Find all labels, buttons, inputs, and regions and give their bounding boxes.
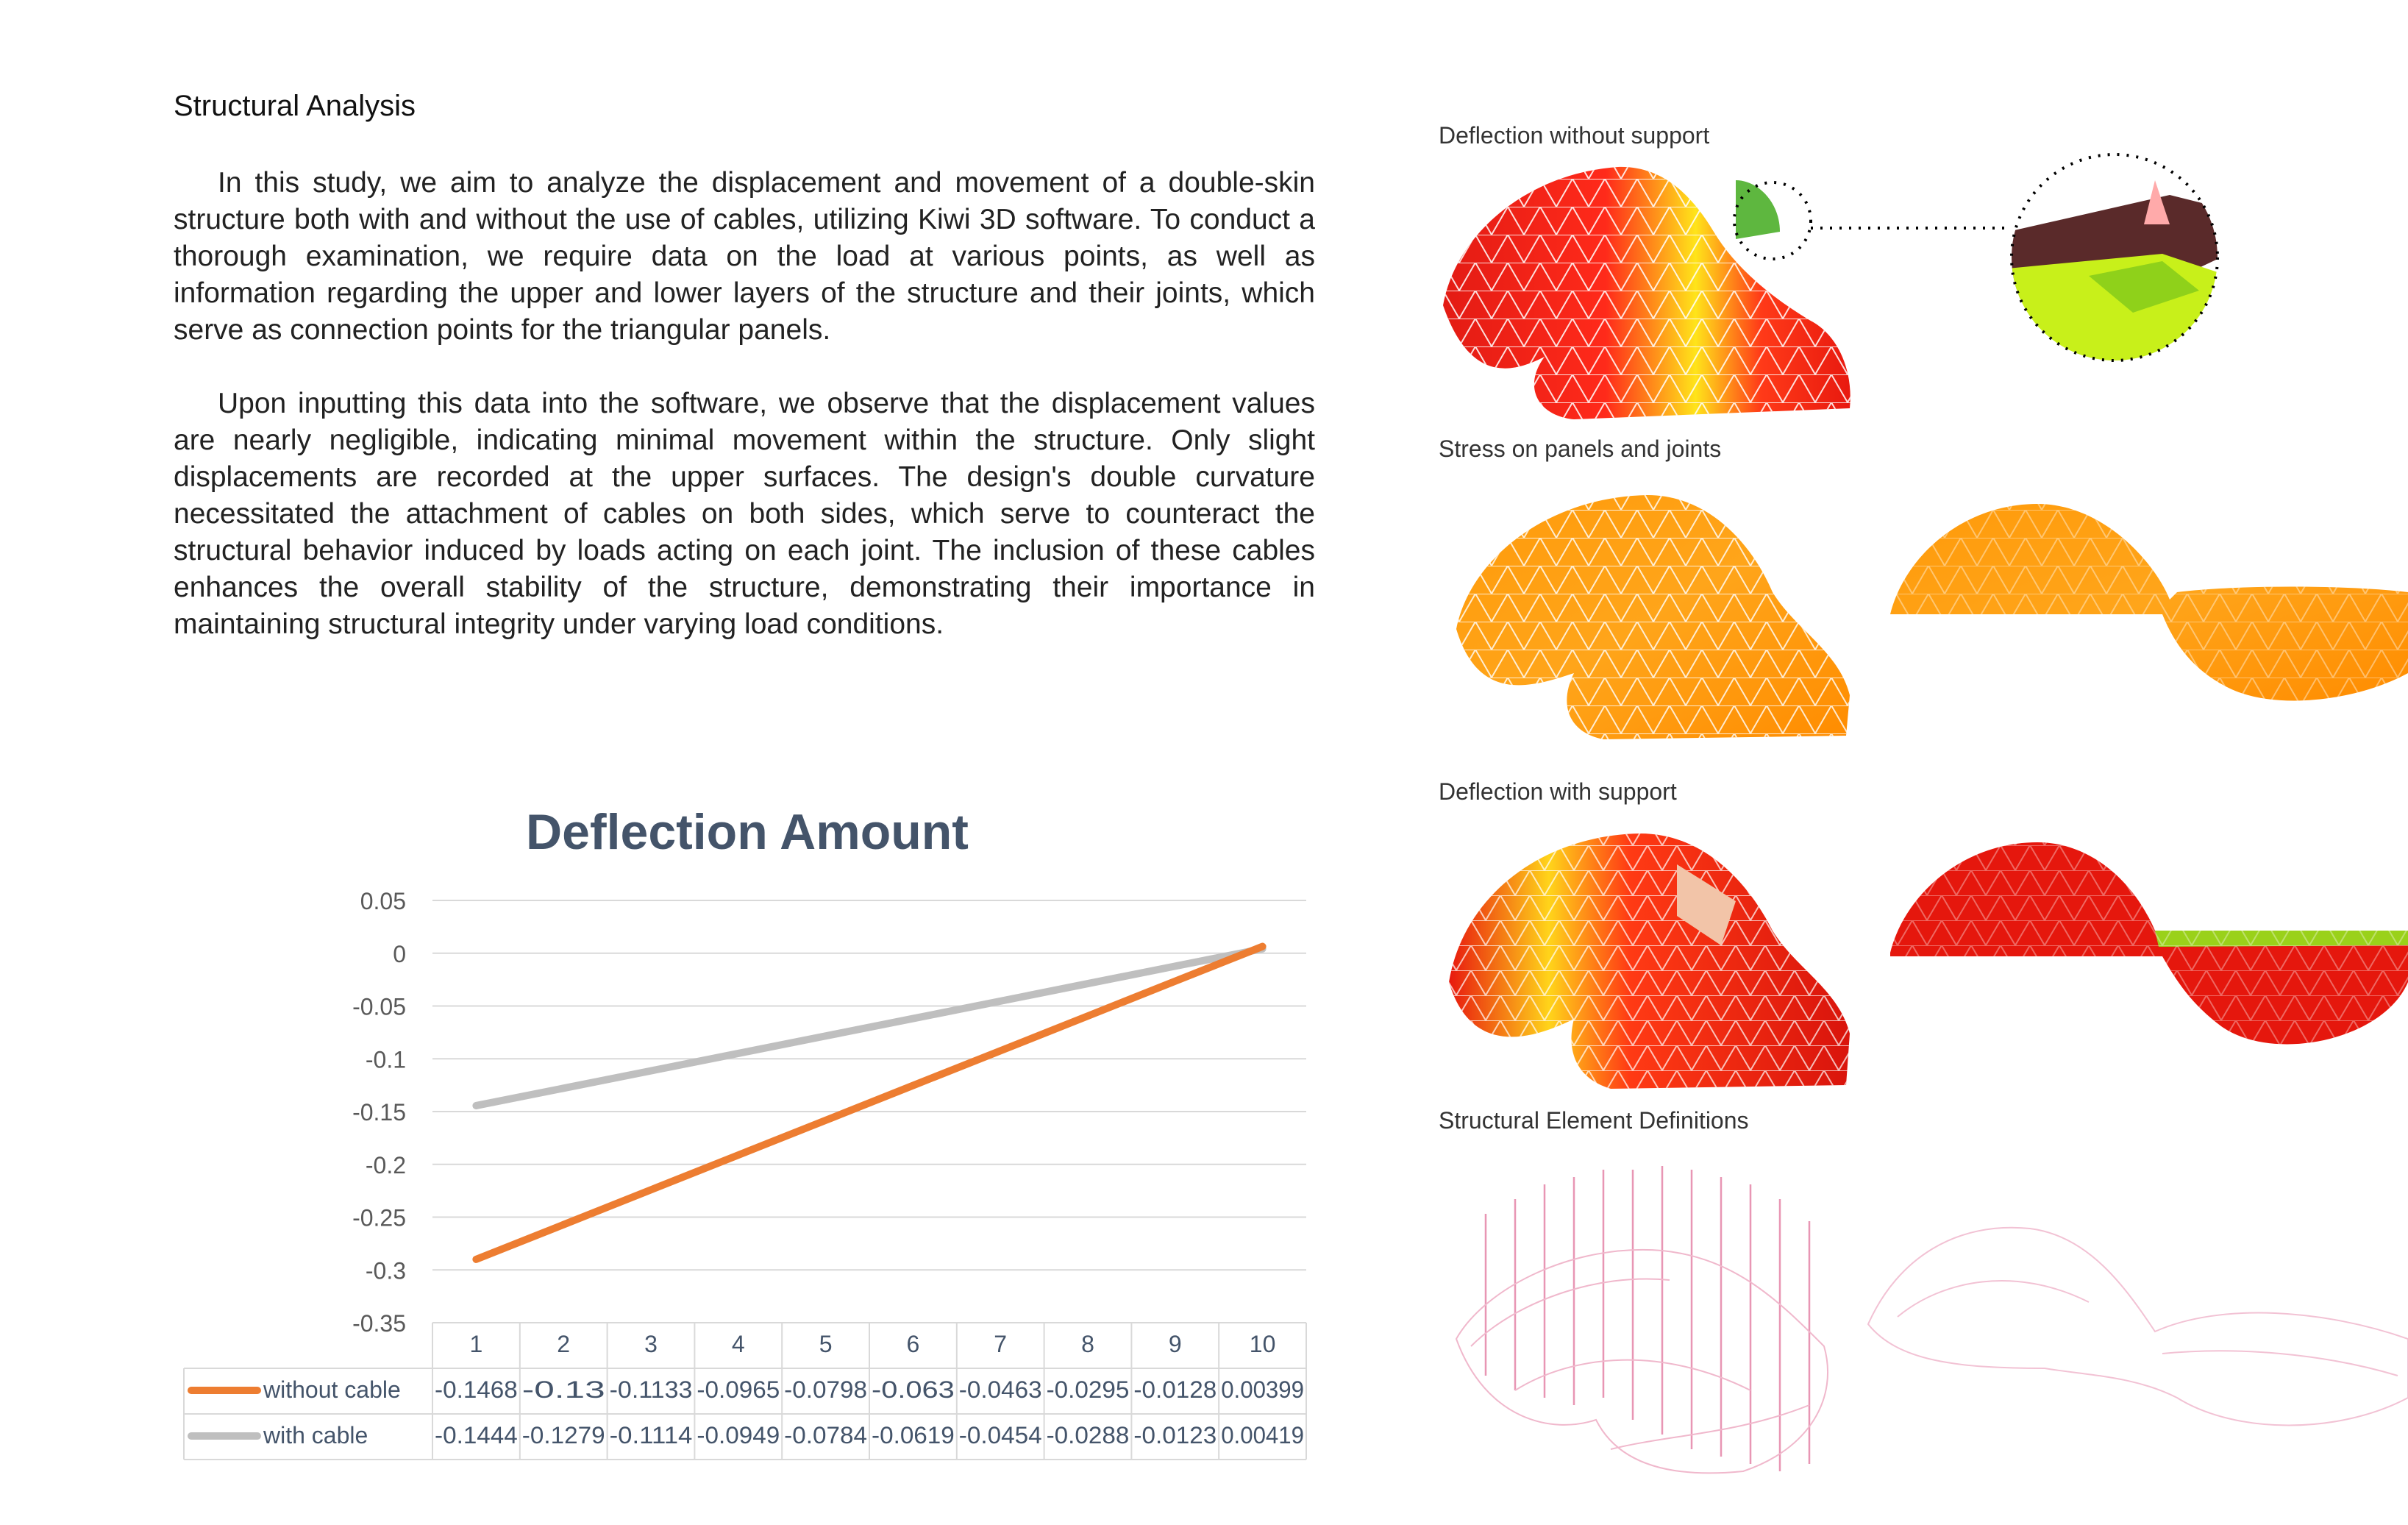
data-label: -0.13 [522,1376,605,1403]
y-tick-label: -0.35 [352,1310,406,1337]
figure-label-structural-elements: Structural Element Definitions [1439,1107,1749,1134]
data-label: -0.0949 [697,1422,780,1448]
y-tick-label: -0.05 [352,994,406,1020]
y-tick-label: -0.15 [352,1099,406,1126]
cable-lines-left [1484,1166,1811,1471]
shell-shape-left [1456,495,1850,739]
deflection-with-support-figure [1449,833,2408,1089]
y-tick-label: -0.25 [352,1205,406,1231]
figure-label-stress: Stress on panels and joints [1439,436,1722,462]
data-label: -0.1279 [522,1422,605,1448]
data-label: -0.0454 [959,1422,1042,1448]
data-label: -0.0798 [784,1376,867,1403]
x-tick-label: 5 [819,1331,833,1357]
shell-shape-left [1443,166,1850,419]
mesh-right [1867,1226,2408,1426]
series-line-without-cable [472,942,1267,1263]
y-tick-label: 0 [393,941,406,967]
stress-figure [1456,495,2408,739]
y-tick-label: -0.1 [366,1046,406,1073]
x-tick-label: 2 [557,1331,570,1357]
x-tick-label: 1 [470,1331,483,1357]
data-label: 0.00399 [1221,1376,1304,1403]
y-tick-label: -0.3 [366,1257,406,1284]
chart-title: Deflection Amount [526,804,969,860]
data-label: -0.0288 [1047,1422,1130,1448]
x-tick-label: 3 [644,1331,658,1357]
mesh-left [1455,1248,1828,1474]
x-tick-label: 8 [1081,1331,1094,1357]
x-tick-label: 10 [1250,1331,1276,1357]
structural-elements-figure [1455,1166,2408,1474]
shell-shape-right [1890,504,2408,701]
data-label: -0.0123 [1133,1422,1217,1448]
x-tick-label: 9 [1169,1331,1182,1357]
shell-shape-right [1890,842,2408,1045]
data-label: -0.1133 [610,1376,693,1403]
deflection-without-support-figure [1443,153,2219,419]
chart-plot: 0.05 0 -0.05 -0.1 -0.15 -0.2 -0.25 -0.3 -0.35 1 2… [183,888,1307,1460]
paragraph-2: Upon inputting this data into the softwa… [174,388,1315,640]
figure-label-deflection-with-support: Deflection with support [1439,778,1677,805]
data-label: -0.0128 [1133,1376,1217,1403]
data-label: -0.1468 [435,1376,518,1403]
data-label: -0.1114 [610,1422,693,1448]
data-label: -0.0965 [697,1376,780,1403]
figure-label-deflection-without-support: Deflection without support [1439,122,1710,149]
data-label: -0.0463 [959,1376,1042,1403]
data-label: -0.0295 [1047,1376,1130,1403]
shell-shape-left [1449,833,1850,1089]
data-label: 0.00419 [1221,1422,1304,1448]
x-tick-label: 4 [732,1331,745,1357]
section-heading: Structural Analysis [174,90,416,122]
data-label: -0.0619 [872,1422,955,1448]
deflection-chart: Deflection Amount 0.05 0 -0.05 -0.1 -0.15 -0.… [174,787,1321,1471]
y-tick-label: 0.05 [360,888,406,914]
legend-label: with cable [263,1422,368,1448]
legend-label: without cable [263,1376,401,1403]
paragraph-1: In this study, we aim to analyze the dis… [174,167,1315,346]
data-label: -0.0784 [784,1422,867,1448]
y-tick-label: -0.2 [366,1152,406,1179]
detail-zoom-circle [2010,153,2219,362]
x-tick-label: 6 [907,1331,920,1357]
data-label: -0.1444 [435,1422,518,1448]
series-line-with-cable [472,945,1267,1109]
x-tick-label: 7 [994,1331,1007,1357]
data-label: -0.063 [872,1376,955,1403]
detail-marker-circle [1733,181,1812,260]
